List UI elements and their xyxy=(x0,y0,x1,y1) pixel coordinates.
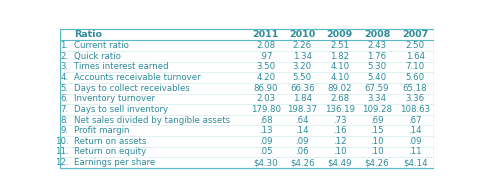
Text: .12: .12 xyxy=(333,137,347,146)
Text: 109.28: 109.28 xyxy=(362,105,392,114)
Text: Quick ratio: Quick ratio xyxy=(74,52,121,61)
Text: 7.10: 7.10 xyxy=(405,62,425,71)
Text: 3.: 3. xyxy=(60,62,68,71)
Text: 1.76: 1.76 xyxy=(367,52,387,61)
Text: 7.: 7. xyxy=(60,105,68,114)
Text: .09: .09 xyxy=(408,137,422,146)
Text: 2.08: 2.08 xyxy=(256,41,275,50)
Text: $4.14: $4.14 xyxy=(403,158,428,167)
Text: 4.: 4. xyxy=(60,73,68,82)
Text: 5.30: 5.30 xyxy=(367,62,387,71)
Text: 5.60: 5.60 xyxy=(405,73,425,82)
Text: 108.63: 108.63 xyxy=(400,105,430,114)
Text: 2.43: 2.43 xyxy=(367,41,387,50)
Text: 5.: 5. xyxy=(60,84,68,93)
Text: 2008: 2008 xyxy=(364,30,390,39)
Text: .10: .10 xyxy=(370,147,384,156)
Text: 3.36: 3.36 xyxy=(405,94,425,103)
Text: 3.20: 3.20 xyxy=(293,62,312,71)
Text: 4.10: 4.10 xyxy=(330,62,349,71)
Text: .64: .64 xyxy=(295,116,309,125)
Text: 2.03: 2.03 xyxy=(256,94,275,103)
Text: .06: .06 xyxy=(295,147,309,156)
Text: 5.40: 5.40 xyxy=(367,73,387,82)
Text: 66.36: 66.36 xyxy=(290,84,315,93)
Text: .09: .09 xyxy=(295,137,309,146)
Text: .67: .67 xyxy=(408,116,422,125)
Text: .73: .73 xyxy=(333,116,347,125)
Text: 1.64: 1.64 xyxy=(405,52,425,61)
Text: $4.26: $4.26 xyxy=(290,158,315,167)
Text: .68: .68 xyxy=(259,116,272,125)
Text: Current ratio: Current ratio xyxy=(74,41,129,50)
Text: 65.18: 65.18 xyxy=(403,84,428,93)
Text: Profit margin: Profit margin xyxy=(74,126,130,135)
Text: 2009: 2009 xyxy=(326,30,353,39)
Text: Days to sell inventory: Days to sell inventory xyxy=(74,105,169,114)
Text: Inventory turnover: Inventory turnover xyxy=(74,94,155,103)
Text: 1.84: 1.84 xyxy=(293,94,312,103)
Text: .10: .10 xyxy=(370,137,384,146)
Text: 4.20: 4.20 xyxy=(256,73,275,82)
Text: 2.26: 2.26 xyxy=(293,41,312,50)
Text: 67.59: 67.59 xyxy=(365,84,389,93)
Text: Return on equity: Return on equity xyxy=(74,147,147,156)
Text: 2010: 2010 xyxy=(289,30,315,39)
Text: 5.50: 5.50 xyxy=(293,73,312,82)
Text: 3.50: 3.50 xyxy=(256,62,275,71)
Text: 1.82: 1.82 xyxy=(330,52,349,61)
Text: 2.68: 2.68 xyxy=(330,94,349,103)
Text: Net sales divided by tangible assets: Net sales divided by tangible assets xyxy=(74,116,230,125)
Text: 9.: 9. xyxy=(60,126,68,135)
Text: .09: .09 xyxy=(259,137,272,146)
Text: 2011: 2011 xyxy=(253,30,279,39)
Text: 89.02: 89.02 xyxy=(327,84,352,93)
Text: .15: .15 xyxy=(370,126,384,135)
Text: 4.10: 4.10 xyxy=(330,73,349,82)
Text: Ratio: Ratio xyxy=(74,30,103,39)
Text: 86.90: 86.90 xyxy=(254,84,278,93)
Text: 1.34: 1.34 xyxy=(293,52,312,61)
Text: Return on assets: Return on assets xyxy=(74,137,147,146)
Text: $4.30: $4.30 xyxy=(254,158,278,167)
Text: .11: .11 xyxy=(408,147,422,156)
Text: 11.: 11. xyxy=(55,147,68,156)
Text: 2007: 2007 xyxy=(402,30,428,39)
Text: 2.: 2. xyxy=(60,52,68,61)
Text: .69: .69 xyxy=(370,116,384,125)
Text: 179.80: 179.80 xyxy=(251,105,281,114)
Text: 136.19: 136.19 xyxy=(325,105,355,114)
Text: 12.: 12. xyxy=(55,158,68,167)
Text: 3.34: 3.34 xyxy=(367,94,387,103)
Text: .97: .97 xyxy=(259,52,272,61)
Text: Accounts receivable turnover: Accounts receivable turnover xyxy=(74,73,201,82)
Text: $4.49: $4.49 xyxy=(327,158,352,167)
Text: .13: .13 xyxy=(259,126,272,135)
Text: Days to collect receivables: Days to collect receivables xyxy=(74,84,190,93)
Text: .14: .14 xyxy=(408,126,422,135)
Text: 8.: 8. xyxy=(60,116,68,125)
Text: 10.: 10. xyxy=(55,137,68,146)
Text: .16: .16 xyxy=(333,126,347,135)
Text: 2.50: 2.50 xyxy=(405,41,425,50)
Text: Earnings per share: Earnings per share xyxy=(74,158,156,167)
Text: 6.: 6. xyxy=(60,94,68,103)
Text: 198.37: 198.37 xyxy=(287,105,317,114)
Text: $4.26: $4.26 xyxy=(365,158,389,167)
Text: Times interest earned: Times interest earned xyxy=(74,62,169,71)
Text: .14: .14 xyxy=(295,126,309,135)
Text: 2.51: 2.51 xyxy=(330,41,349,50)
Text: .05: .05 xyxy=(259,147,272,156)
Text: 1.: 1. xyxy=(60,41,68,50)
Text: .10: .10 xyxy=(333,147,347,156)
